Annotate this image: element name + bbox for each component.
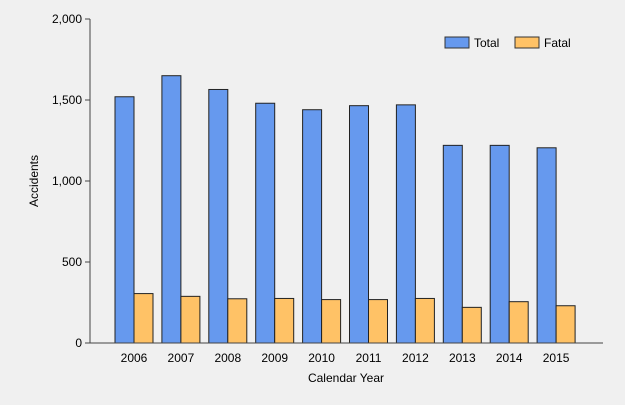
x-axis-ticks: 2006 2007 2008 2009 2010 2011 2012 2013 2014 2015	[121, 351, 570, 365]
bar-fatal-2007	[180, 295, 201, 344]
x-tick-label: 2013	[449, 351, 476, 365]
bar-total-2012	[395, 104, 416, 344]
legend-label-fatal: Fatal	[544, 36, 571, 50]
bar-fatal-2006	[133, 293, 154, 344]
bar-total-2006	[114, 96, 135, 344]
bar-fatal-2015	[555, 305, 576, 344]
x-tick-label: 2006	[121, 351, 148, 365]
bar-total-2015	[536, 147, 557, 344]
bar-fatal-2013	[461, 306, 482, 344]
y-tick-label: 2,000	[52, 12, 82, 26]
y-tick-label: 1,000	[52, 174, 82, 188]
legend-swatch-total	[444, 36, 470, 49]
bar-fatal-2014	[508, 301, 529, 344]
bar-fatal-2012	[414, 297, 435, 344]
bar-total-2009	[255, 102, 276, 344]
y-tick-label: 0	[75, 336, 82, 350]
bar-fatal-2010	[321, 299, 342, 344]
bar-fatal-2008	[227, 298, 248, 344]
x-tick-label: 2008	[214, 351, 241, 365]
x-tick-label: 2014	[496, 351, 523, 365]
x-tick-label: 2011	[356, 351, 382, 365]
x-tick-label: 2007	[168, 351, 195, 365]
bar-total-2010	[302, 109, 323, 344]
y-axis-label: Accidents	[27, 155, 41, 207]
x-tick-label: 2012	[402, 351, 429, 365]
bar-total-2011	[349, 105, 369, 344]
legend-label-total: Total	[474, 36, 499, 50]
bar-total-2013	[442, 144, 463, 344]
bar-total-2007	[161, 75, 182, 344]
x-tick-label: 2015	[543, 351, 570, 365]
y-tick-label: 1,500	[52, 93, 82, 107]
x-tick-label: 2010	[308, 351, 335, 365]
legend: Total Fatal	[444, 36, 571, 50]
bars-layer	[114, 75, 576, 344]
x-tick-label: 2009	[261, 351, 288, 365]
legend-swatch-fatal	[514, 36, 540, 49]
x-axis-label: Calendar Year	[308, 371, 384, 385]
bar-fatal-2009	[274, 297, 295, 344]
bar-total-2008	[208, 88, 229, 344]
bar-fatal-2011	[368, 299, 388, 344]
bar-total-2014	[489, 144, 510, 344]
y-axis-ticks: 0 500 1,000 1,500 2,000	[52, 12, 90, 350]
y-tick-label: 500	[62, 255, 82, 269]
